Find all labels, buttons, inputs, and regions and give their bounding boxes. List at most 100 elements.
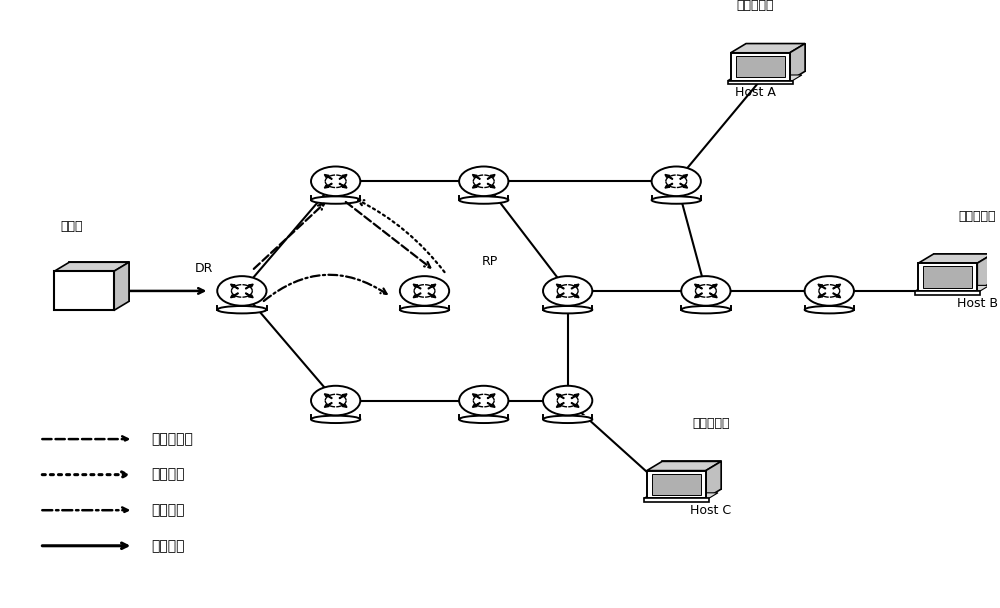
FancyArrow shape [428, 293, 436, 298]
Polygon shape [644, 493, 718, 499]
Text: 组播源: 组播源 [61, 220, 83, 233]
Bar [217, 306, 267, 309]
Text: 组播接收者: 组播接收者 [692, 417, 730, 430]
FancyArrow shape [556, 293, 564, 298]
Circle shape [400, 276, 449, 306]
FancyBboxPatch shape [746, 44, 805, 71]
Bar [543, 415, 592, 420]
Ellipse shape [217, 306, 267, 313]
Polygon shape [114, 262, 129, 311]
FancyArrow shape [818, 293, 826, 298]
FancyArrow shape [324, 394, 332, 398]
FancyArrow shape [324, 402, 332, 407]
FancyArrow shape [324, 174, 332, 179]
Circle shape [543, 386, 592, 415]
FancyArrow shape [695, 284, 702, 289]
Text: 组播接收者: 组播接收者 [736, 0, 774, 12]
FancyArrow shape [324, 184, 332, 188]
FancyBboxPatch shape [731, 53, 790, 80]
Text: 组播接收者: 组播接收者 [959, 210, 996, 223]
FancyBboxPatch shape [662, 461, 721, 489]
FancyArrow shape [472, 394, 480, 398]
Polygon shape [728, 75, 802, 80]
FancyArrow shape [231, 293, 238, 298]
FancyBboxPatch shape [644, 499, 709, 502]
Ellipse shape [681, 306, 731, 313]
FancyBboxPatch shape [918, 263, 977, 291]
FancyArrow shape [833, 293, 841, 298]
FancyArrow shape [680, 184, 688, 188]
Ellipse shape [543, 416, 592, 423]
FancyArrow shape [571, 293, 579, 298]
FancyArrow shape [709, 284, 717, 289]
FancyArrow shape [571, 402, 579, 407]
Polygon shape [731, 44, 805, 53]
Polygon shape [915, 285, 989, 291]
Circle shape [311, 167, 360, 196]
Polygon shape [918, 254, 993, 263]
FancyArrow shape [571, 394, 579, 398]
Text: Host B: Host B [957, 297, 998, 310]
Bar [681, 306, 731, 309]
Polygon shape [706, 461, 721, 499]
Polygon shape [647, 461, 721, 471]
Circle shape [459, 386, 508, 415]
FancyBboxPatch shape [647, 471, 706, 499]
FancyArrow shape [428, 284, 436, 289]
Circle shape [217, 276, 267, 306]
Circle shape [543, 276, 592, 306]
Bar [543, 306, 592, 309]
FancyArrow shape [231, 284, 238, 289]
FancyArrow shape [487, 402, 495, 407]
FancyArrow shape [487, 184, 495, 188]
Text: 最短路径树: 最短路径树 [151, 432, 193, 446]
Bar [459, 196, 508, 200]
Bar [311, 196, 360, 200]
FancyArrow shape [339, 174, 347, 179]
Circle shape [459, 167, 508, 196]
Circle shape [805, 276, 854, 306]
FancyArrow shape [472, 184, 480, 188]
FancyArrow shape [487, 394, 495, 398]
FancyArrow shape [680, 174, 688, 179]
FancyArrow shape [487, 174, 495, 179]
FancyBboxPatch shape [736, 56, 785, 77]
FancyBboxPatch shape [54, 271, 114, 311]
Polygon shape [54, 262, 129, 271]
FancyArrow shape [818, 284, 826, 289]
Ellipse shape [459, 196, 508, 204]
FancyBboxPatch shape [69, 262, 129, 302]
Text: 加入报文: 加入报文 [151, 468, 185, 482]
Ellipse shape [400, 306, 449, 313]
FancyArrow shape [413, 284, 421, 289]
FancyBboxPatch shape [915, 291, 980, 295]
Ellipse shape [459, 416, 508, 423]
FancyArrow shape [695, 293, 702, 298]
FancyArrow shape [339, 402, 347, 407]
Ellipse shape [311, 196, 360, 204]
FancyBboxPatch shape [934, 254, 993, 282]
Bar [311, 415, 360, 420]
FancyArrow shape [556, 402, 564, 407]
Bar [400, 306, 449, 309]
Bar [652, 196, 701, 200]
FancyArrow shape [833, 284, 841, 289]
Text: Host C: Host C [690, 504, 731, 517]
Ellipse shape [543, 306, 592, 313]
Ellipse shape [652, 196, 701, 204]
Circle shape [652, 167, 701, 196]
Text: RP: RP [482, 255, 498, 268]
Circle shape [311, 386, 360, 415]
Circle shape [681, 276, 731, 306]
FancyArrow shape [556, 394, 564, 398]
FancyArrow shape [245, 284, 253, 289]
Text: DR: DR [194, 262, 213, 275]
FancyArrow shape [665, 174, 673, 179]
FancyArrow shape [556, 284, 564, 289]
Ellipse shape [805, 306, 854, 313]
FancyArrow shape [339, 184, 347, 188]
FancyArrow shape [245, 293, 253, 298]
FancyArrow shape [472, 174, 480, 179]
FancyBboxPatch shape [652, 474, 701, 496]
FancyArrow shape [571, 284, 579, 289]
